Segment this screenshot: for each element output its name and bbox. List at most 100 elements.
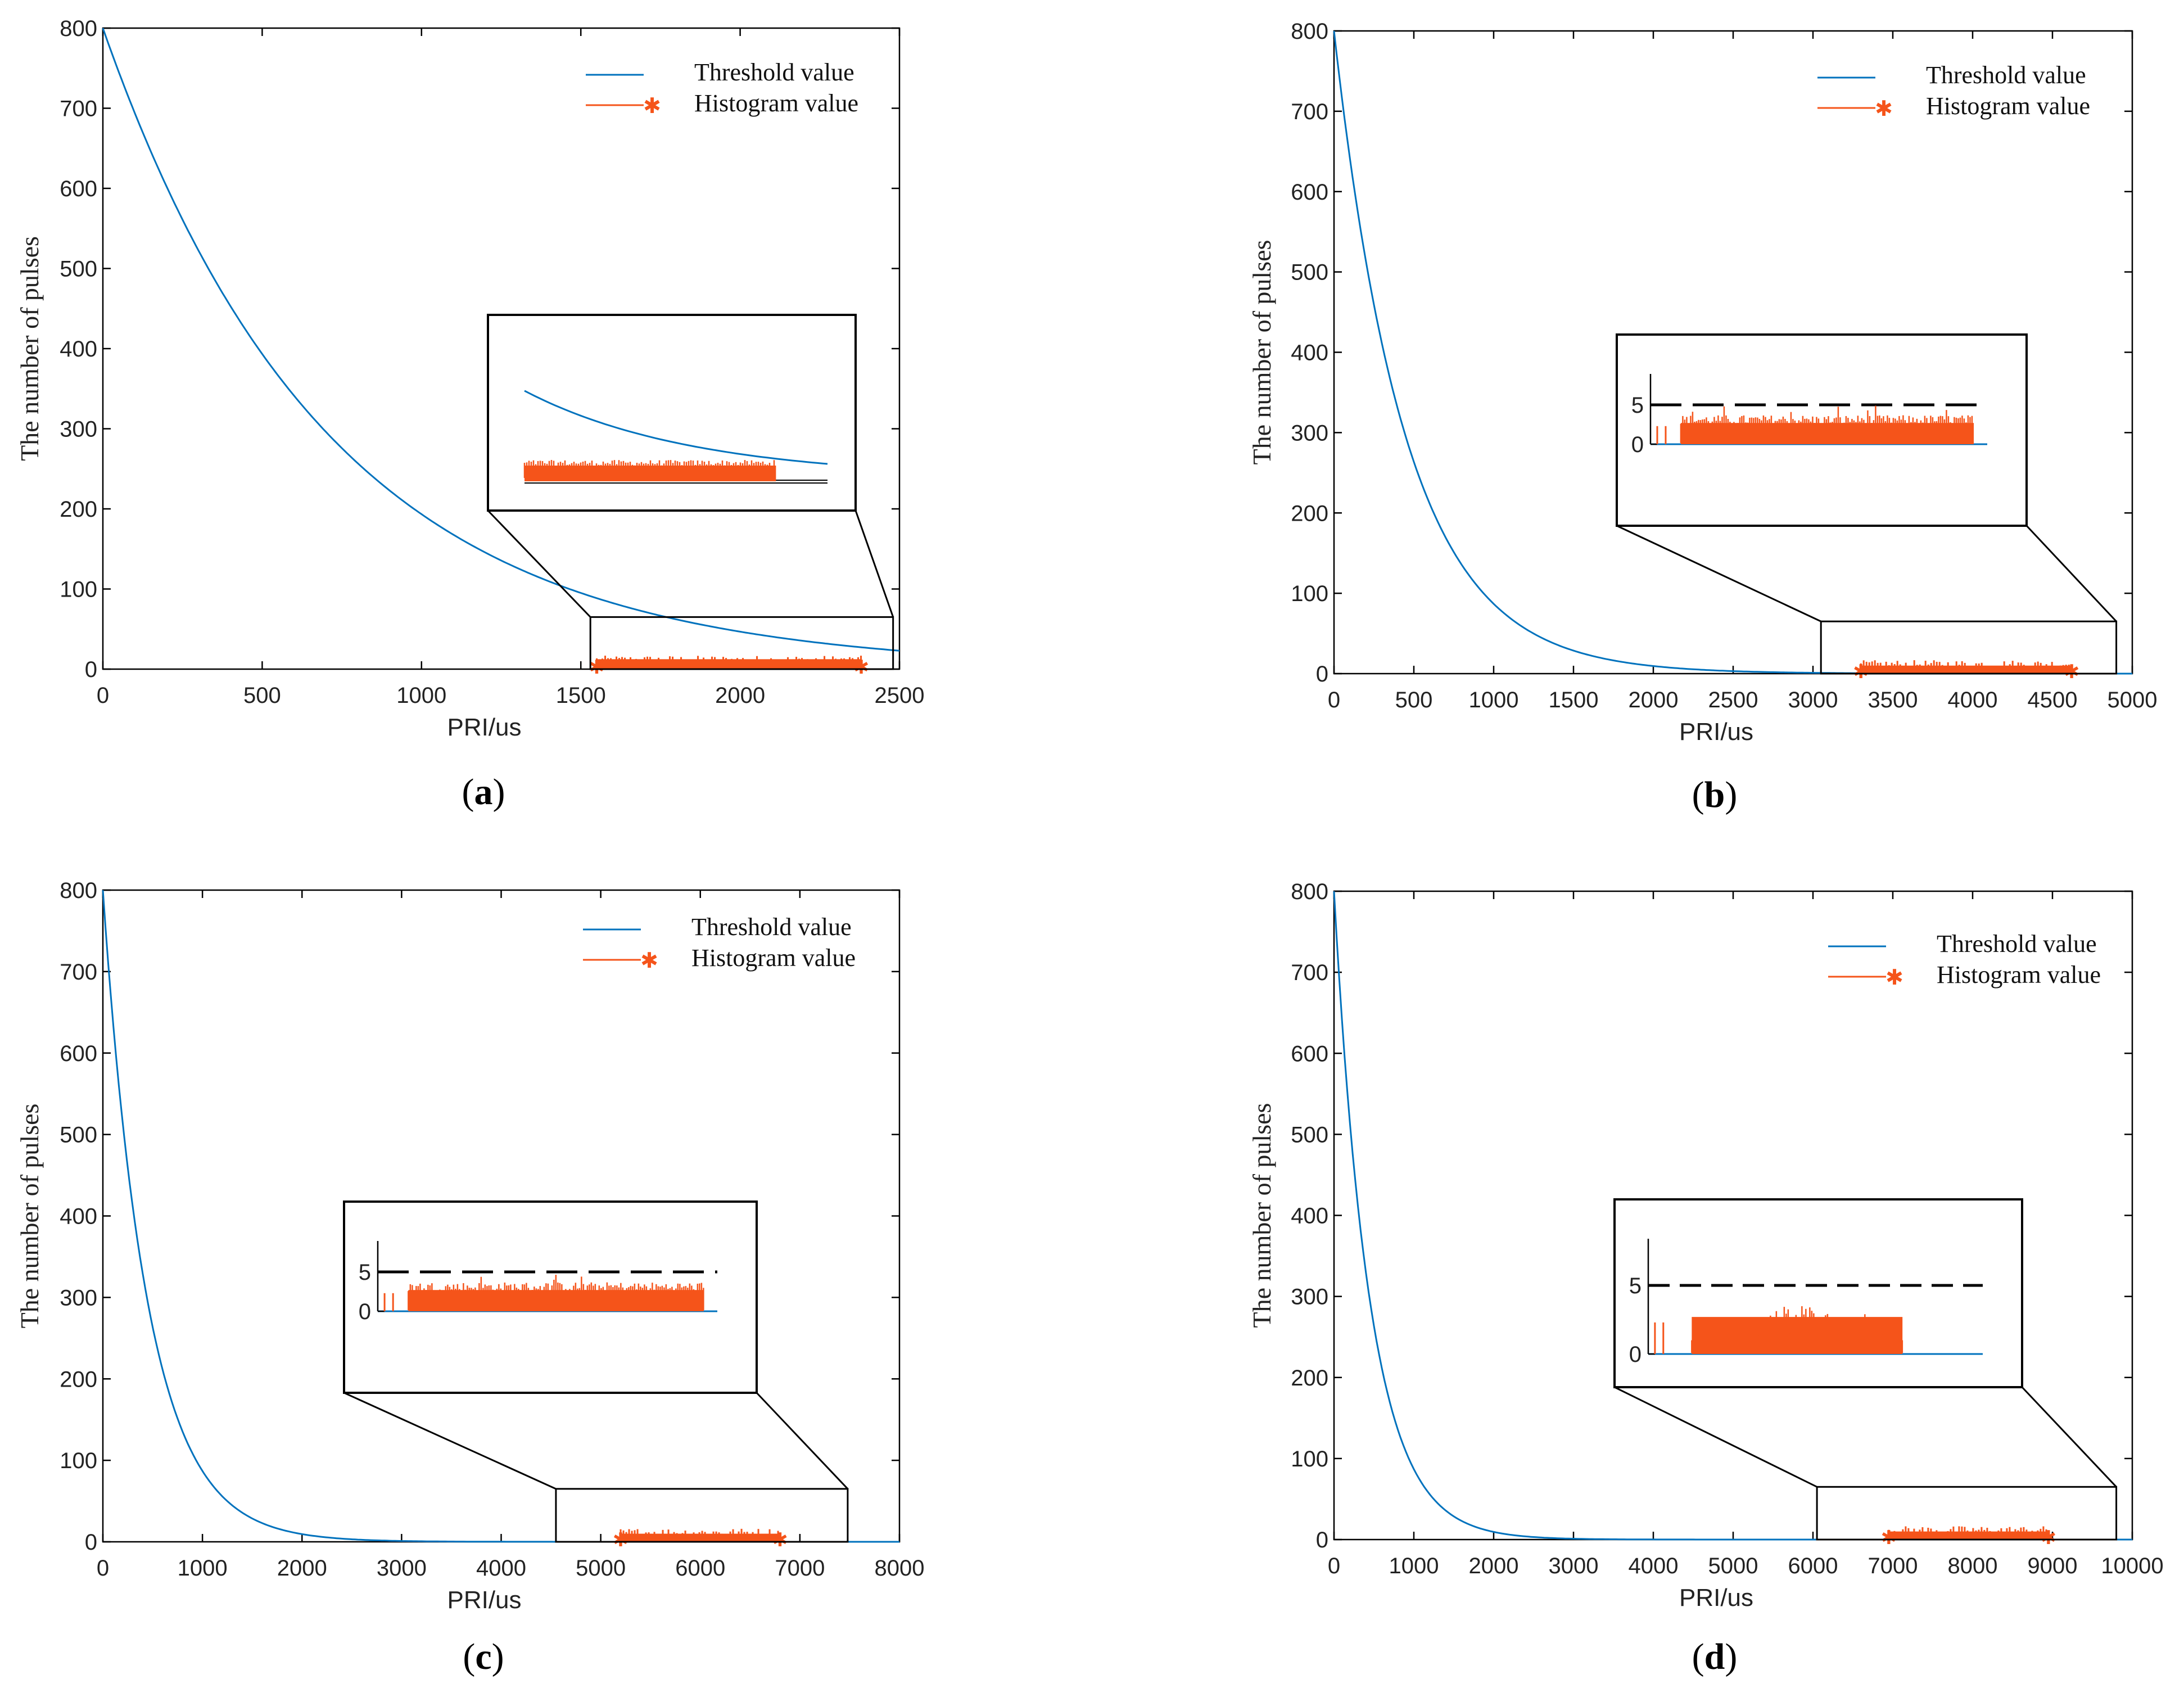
x-tick-label: 1000 (396, 683, 446, 708)
y-tick-label: 100 (1291, 1447, 1328, 1472)
x-tick-label: 4000 (1629, 1554, 1679, 1578)
y-tick-label: 700 (1291, 960, 1328, 985)
x-tick-label: 5000 (576, 1556, 626, 1581)
legend: Threshold value ✱ Histogram value (1828, 930, 2101, 990)
x-tick-label: 5000 (1708, 1554, 1758, 1578)
legend-histogram-marker: ✱ (643, 94, 661, 118)
panel-label: (c) (463, 1636, 504, 1677)
panel-label-letter: b (1704, 774, 1725, 815)
legend-histogram-label: Histogram value (1926, 92, 2090, 120)
inset-plot (523, 390, 828, 484)
x-tick-label: 5000 (2108, 688, 2158, 712)
x-tick-label: 2000 (1469, 1554, 1519, 1578)
legend-threshold-label: Threshold value (694, 58, 854, 86)
zoom-connector-line (2025, 525, 2117, 622)
legend: Threshold value ✱ Histogram value (583, 913, 856, 973)
panel-label: (a) (462, 771, 505, 813)
zoom-connector-line (1614, 1386, 1817, 1488)
inset-y-tick-label: 0 (359, 1299, 371, 1324)
panel-label-letter: a (474, 771, 493, 813)
panel-label-close-paren: ) (1725, 1636, 1737, 1677)
zoom-connector-line (756, 1392, 848, 1490)
histogram-marker: ✱ (853, 657, 870, 678)
x-tick-label: 4000 (476, 1556, 526, 1581)
inset-y-tick-label: 5 (1629, 1274, 1642, 1298)
y-tick-label: 0 (1316, 1528, 1328, 1552)
x-tick-label: 1500 (556, 683, 606, 708)
x-tick-label: 2000 (277, 1556, 327, 1581)
zoom-connector-line (1616, 525, 1821, 622)
y-tick-label: 700 (60, 97, 97, 121)
inset-plot: 05 (359, 1241, 717, 1324)
legend-threshold-label: Threshold value (1937, 930, 2097, 958)
panel-label-open-paren: ( (463, 1636, 475, 1677)
x-tick-label: 6000 (675, 1556, 725, 1581)
histogram-marker: ✱ (589, 657, 605, 678)
legend-histogram-label: Histogram value (691, 944, 856, 972)
y-tick-label: 500 (60, 257, 97, 282)
y-tick-label: 400 (60, 1204, 97, 1229)
zoom-region-box (589, 616, 894, 670)
x-tick-label: 1000 (1469, 688, 1519, 712)
x-axis-label: PRI/us (447, 714, 521, 741)
panel-label-open-paren: ( (1692, 1636, 1704, 1677)
histogram-marker: ✱ (1853, 661, 1869, 683)
panel-label-open-paren: ( (462, 771, 474, 813)
legend-histogram-label: Histogram value (694, 89, 858, 117)
x-tick-label: 2500 (1708, 688, 1758, 712)
y-tick-label: 100 (60, 1448, 97, 1473)
x-tick-label: 8000 (1948, 1554, 1998, 1578)
y-tick-label: 0 (85, 657, 97, 682)
y-tick-label: 400 (60, 337, 97, 362)
y-tick-label: 800 (1291, 879, 1328, 904)
y-tick-label: 300 (60, 1285, 97, 1310)
y-tick-label: 700 (60, 960, 97, 985)
x-tick-label: 6000 (1788, 1554, 1838, 1578)
y-tick-label: 500 (60, 1123, 97, 1148)
zoom-connector-line (343, 1392, 557, 1490)
chart-panel-a: 0 100 200 300 400 500 600 700 800 0 500 1000 1500 200… (15, 16, 924, 813)
x-tick-label: 4500 (2028, 688, 2078, 712)
y-tick-label: 400 (1291, 1204, 1328, 1229)
y-tick-label: 200 (1291, 501, 1328, 526)
y-tick-label: 100 (1291, 581, 1328, 606)
panel-label-letter: c (475, 1636, 491, 1677)
zoom-connector-line (854, 510, 894, 617)
zoom-connector-line (2021, 1386, 2117, 1488)
y-tick-label: 500 (1291, 1122, 1328, 1147)
x-tick-label: 1000 (1389, 1554, 1439, 1578)
x-tick-label: 0 (1328, 1554, 1340, 1578)
legend-histogram-marker: ✱ (1885, 966, 1903, 990)
x-tick-label: 3500 (1868, 688, 1918, 712)
panel-label-close-paren: ) (1725, 774, 1737, 815)
zoom-region-box (1816, 1486, 2118, 1541)
y-axis-label: The number of pulses (15, 1104, 44, 1329)
y-tick-label: 800 (1291, 19, 1328, 44)
legend-threshold-label: Threshold value (691, 913, 852, 941)
x-tick-label: 2000 (1629, 688, 1679, 712)
x-tick-label: 1500 (1549, 688, 1599, 712)
x-tick-label: 0 (97, 1556, 109, 1581)
legend-histogram-marker: ✱ (640, 949, 658, 973)
legend: Threshold value ✱ Histogram value (586, 58, 858, 118)
x-tick-label: 3000 (1788, 688, 1838, 712)
y-tick-label: 200 (60, 497, 97, 522)
y-tick-label: 0 (85, 1530, 97, 1555)
legend-threshold-label: Threshold value (1926, 61, 2086, 89)
legend: Threshold value ✱ Histogram value (1817, 61, 2090, 121)
y-axis-label: The number of pulses (1247, 1103, 1276, 1328)
x-tick-label: 0 (97, 683, 109, 708)
x-axis-label: PRI/us (1679, 1584, 1753, 1612)
y-tick-label: 600 (60, 1041, 97, 1066)
zoom-region-box (555, 1488, 849, 1543)
inset-threshold-line (524, 390, 828, 465)
x-axis-label: PRI/us (447, 1586, 521, 1614)
threshold-series-line (102, 28, 900, 652)
y-tick-label: 100 (60, 577, 97, 602)
histogram-marker: ✱ (772, 1529, 788, 1551)
y-tick-label: 800 (60, 878, 97, 903)
x-tick-label: 1000 (178, 1556, 228, 1581)
